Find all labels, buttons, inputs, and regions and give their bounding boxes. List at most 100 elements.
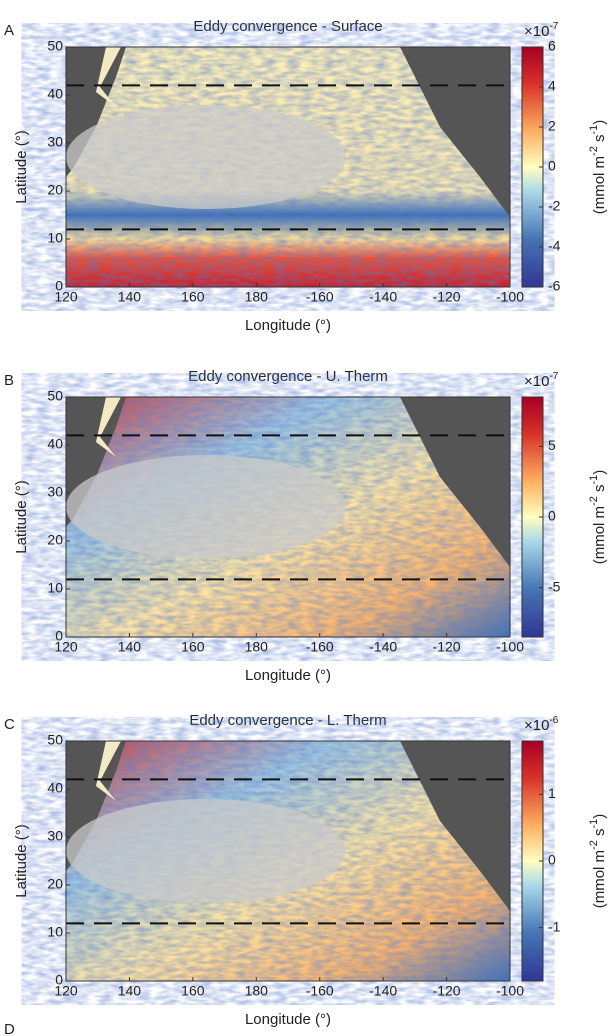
- y-axis-label: Latitude (°): [13, 130, 30, 204]
- panel-label: C: [4, 716, 15, 733]
- y-tick-label: 10: [47, 580, 63, 596]
- x-tick-label: -100: [496, 983, 524, 999]
- colorbar-tick-label: 1: [548, 785, 556, 801]
- y-tick-label: 50: [47, 38, 63, 54]
- gyre-overlay: [66, 105, 346, 209]
- colorbar-tick-label: 2: [548, 118, 556, 134]
- scale-exponent: -6: [549, 715, 558, 726]
- gyre-overlay: [66, 455, 346, 559]
- x-tick-label: -120: [433, 639, 461, 655]
- x-tick-label: 120: [54, 983, 78, 999]
- land-east: [400, 47, 510, 217]
- unit-text: s: [591, 135, 608, 147]
- x-axis-label: Longitude (°): [245, 1011, 331, 1028]
- colorbar-tick-label: -1: [548, 918, 561, 934]
- y-tick-label: 20: [47, 532, 63, 548]
- unit-text: (mmol m: [591, 156, 608, 214]
- unit-exponent: -1: [588, 819, 600, 829]
- x-tick-label: 120: [54, 639, 78, 655]
- x-tick-label: -160: [306, 983, 334, 999]
- colorbar-tick-label: 6: [548, 38, 556, 54]
- unit-text: ): [591, 814, 608, 819]
- colorbar-tick-label: 0: [548, 508, 556, 524]
- land-east: [400, 741, 510, 911]
- chart-title: Eddy convergence - Surface: [193, 18, 382, 35]
- colorbar-scale: ×10-6: [524, 715, 559, 734]
- colorbar-label: (mmol m-2 s-1): [588, 120, 608, 215]
- unit-exponent: -2: [588, 146, 600, 156]
- x-tick-label: -100: [496, 639, 524, 655]
- scale-base: ×10: [524, 23, 549, 40]
- unit-text: (mmol m: [591, 850, 608, 908]
- y-tick-label: 20: [47, 876, 63, 892]
- x-tick-label: -140: [369, 289, 397, 305]
- land-coast: [96, 47, 121, 107]
- unit-text: s: [591, 829, 608, 841]
- y-tick-label: 30: [47, 828, 63, 844]
- x-tick-label: 140: [118, 289, 142, 305]
- colorbar-tick-label: -2: [548, 198, 561, 214]
- chart-title: Eddy convergence - L. Therm: [189, 712, 386, 729]
- y-tick-label: 50: [47, 732, 63, 748]
- y-tick-label: 20: [47, 182, 63, 198]
- y-tick-label: 40: [47, 780, 63, 796]
- y-tick-label: 30: [47, 484, 63, 500]
- unit-text: s: [591, 485, 608, 497]
- x-tick-label: -120: [433, 289, 461, 305]
- scale-base: ×10: [524, 373, 549, 390]
- colorbar-tick-label: -6: [548, 278, 561, 294]
- colorbar-label: (mmol m-2 s-1): [588, 814, 608, 909]
- colorbar-scale: ×10-7: [524, 371, 559, 390]
- y-tick-label: 0: [55, 972, 63, 988]
- x-tick-label: 140: [118, 639, 142, 655]
- cropped-panel-label: D: [4, 1021, 15, 1036]
- land-coast: [96, 741, 121, 801]
- x-tick-label: -120: [433, 983, 461, 999]
- x-tick-label: 120: [54, 289, 78, 305]
- colorbar-tick-label: 0: [548, 852, 556, 868]
- x-axis-label: Longitude (°): [245, 317, 331, 334]
- scale-exponent: -7: [549, 21, 558, 32]
- unit-exponent: -1: [588, 475, 600, 485]
- unit-text: ): [591, 470, 608, 475]
- y-tick-label: 10: [47, 924, 63, 940]
- x-axis-label: Longitude (°): [245, 667, 331, 684]
- x-tick-label: 180: [245, 289, 269, 305]
- y-tick-label: 40: [47, 86, 63, 102]
- unit-text: (mmol m: [591, 506, 608, 564]
- colorbar-tick-label: 4: [548, 78, 556, 94]
- y-axis-label: Latitude (°): [13, 824, 30, 898]
- land-coast: [96, 397, 121, 457]
- gyre-overlay: [66, 799, 346, 903]
- colorbar-tick-label: 0: [548, 158, 556, 174]
- y-axis-label: Latitude (°): [13, 480, 30, 554]
- unit-exponent: -2: [588, 496, 600, 506]
- y-tick-label: 50: [47, 388, 63, 404]
- panel-label: B: [4, 372, 14, 389]
- x-tick-label: 160: [181, 983, 205, 999]
- y-tick-label: 10: [47, 230, 63, 246]
- chart-title: Eddy convergence - U. Therm: [188, 368, 388, 385]
- x-tick-label: 160: [181, 289, 205, 305]
- x-tick-label: -140: [369, 983, 397, 999]
- colorbar-tick-label: -5: [548, 578, 561, 594]
- y-tick-label: 0: [55, 628, 63, 644]
- unit-text: ): [591, 120, 608, 125]
- unit-exponent: -2: [588, 840, 600, 850]
- y-tick-label: 0: [55, 278, 63, 294]
- colorbar-label: (mmol m-2 s-1): [588, 470, 608, 565]
- plot-frame: [65, 740, 511, 982]
- x-tick-label: -160: [306, 639, 334, 655]
- y-tick-label: 40: [47, 436, 63, 452]
- scale-base: ×10: [524, 717, 549, 734]
- unit-exponent: -1: [588, 125, 600, 135]
- colorbar-scale: ×10-7: [524, 21, 559, 40]
- x-tick-label: 140: [118, 983, 142, 999]
- x-tick-label: -140: [369, 639, 397, 655]
- scale-exponent: -7: [549, 371, 558, 382]
- land-east: [400, 397, 510, 567]
- x-tick-label: 160: [181, 639, 205, 655]
- plot-frame: [65, 396, 511, 638]
- colorbar-tick-label: -4: [548, 238, 561, 254]
